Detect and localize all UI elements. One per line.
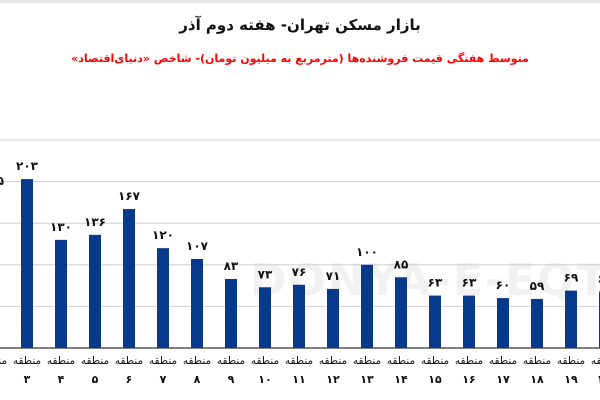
data-label: ۶۸: [598, 271, 600, 285]
x-tick-label: منطقه: [319, 355, 347, 367]
x-tick-label: منطقه: [217, 355, 245, 367]
x-tick-number: ۲۰: [598, 373, 600, 386]
data-label: ۵۹: [530, 279, 545, 293]
data-label: ۶۹: [564, 271, 579, 285]
x-tick-number: ۶: [126, 373, 133, 386]
bar: [225, 278, 237, 348]
x-tick-label: منطقه: [251, 355, 279, 367]
top-border: [0, 0, 600, 3]
x-tick-number: ۱۰: [258, 373, 271, 386]
data-label: ۱۶۷: [118, 189, 141, 203]
x-tick-number: ۹: [228, 373, 235, 386]
x-tick-number: ۸: [194, 373, 201, 386]
bar: [259, 287, 271, 348]
x-tick-label: منطقه: [489, 355, 517, 367]
x-tick-number: ۴: [58, 373, 65, 386]
x-tick-label: منطقه: [47, 355, 75, 367]
x-tick-label: منطقه: [0, 355, 7, 367]
x-tick-label: منطقه: [353, 355, 381, 367]
bar: [565, 290, 577, 348]
bar: [395, 277, 407, 348]
x-tick-number: ۱۴: [394, 373, 408, 386]
data-label: ۲۰۳: [16, 159, 39, 173]
bar: [191, 258, 203, 348]
data-label: ۱۳۰: [50, 220, 72, 234]
chart-title: بازار مسکن تهران- هفته دوم آذر: [179, 16, 421, 34]
x-tick-label: منطقه: [387, 355, 415, 367]
data-label: ۸۵: [394, 257, 409, 271]
x-tick-number: ۱۶: [462, 373, 475, 386]
bar: [55, 239, 67, 348]
x-tick-number: ۱۳: [360, 373, 374, 386]
data-label: ۷۳: [258, 267, 273, 281]
bar: [497, 298, 509, 348]
data-label: ۶۳: [462, 276, 477, 290]
bar: [361, 264, 373, 348]
x-tick-label: منطقه: [149, 355, 177, 367]
x-tick-label: منطقه: [115, 355, 143, 367]
x-tick-label: منطقه: [285, 355, 313, 367]
bar: [157, 248, 169, 348]
x-tick-label: منطقه: [81, 355, 109, 367]
bar: [429, 295, 441, 348]
watermark: DONYA-E-EQTESAD: [250, 255, 600, 306]
x-tick-number: ۱۷: [496, 373, 510, 386]
data-label: ۱۰۷: [186, 239, 209, 253]
x-tick-number: ۷: [160, 373, 167, 386]
x-tick-label: منطقه: [591, 355, 600, 367]
data-label: ۷۶: [292, 265, 307, 279]
bar: [293, 284, 305, 348]
x-tick-number: ۵: [92, 373, 99, 386]
data-label: ۷۱: [326, 269, 341, 283]
bar: [89, 234, 101, 348]
x-tick-number: ۱۲: [326, 373, 340, 386]
chart-subtitle: متوسط هفتگی قیمت فروشنده‌ها (مترمربع به …: [71, 52, 529, 65]
x-tick-label: منطقه: [183, 355, 211, 367]
x-tick-number: ۱۸: [530, 373, 544, 386]
x-tick-label: منطقه: [557, 355, 585, 367]
bar: [21, 179, 33, 348]
bar: [123, 209, 135, 348]
x-tick-label: منطقه: [455, 355, 483, 367]
data-label: ۸۳: [224, 259, 239, 273]
x-tick-label: منطقه: [13, 355, 41, 367]
bar: [327, 288, 339, 348]
bar: [463, 295, 475, 348]
x-tick-number: ۱۵: [428, 373, 442, 386]
data-label: ۶۳: [428, 276, 443, 290]
data-label: ۱۸۵: [0, 174, 4, 188]
data-label: ۶۰: [496, 278, 511, 292]
data-label: ۱۲۰: [152, 228, 174, 242]
data-label: ۱۰۰: [356, 245, 378, 259]
x-tick-number: ۱۱: [292, 373, 305, 386]
x-tick-label: منطقه: [421, 355, 449, 367]
bar: [531, 298, 543, 348]
x-tick-label: منطقه: [523, 355, 551, 367]
data-label: ۱۳۶: [84, 215, 106, 229]
x-tick-number: ۳: [24, 373, 31, 386]
x-tick-number: ۱۹: [564, 373, 578, 386]
